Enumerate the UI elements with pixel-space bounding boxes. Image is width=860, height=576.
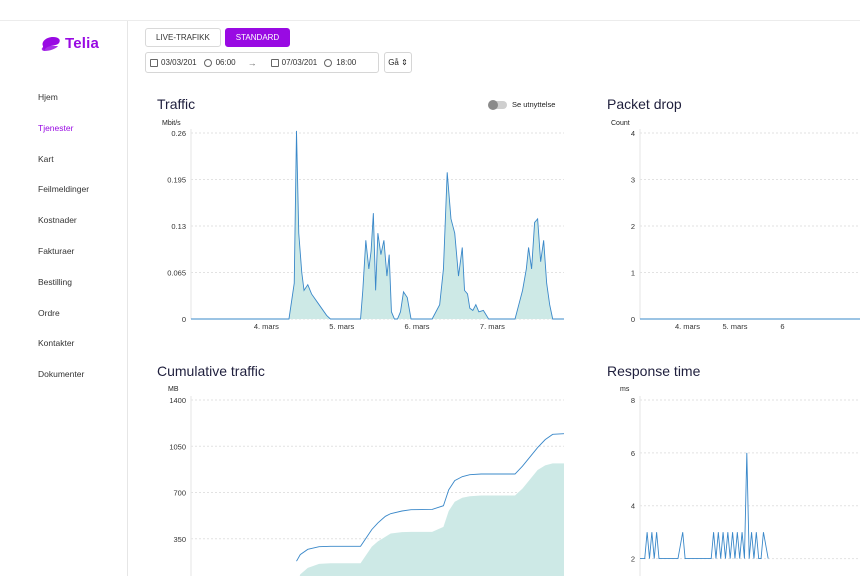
telia-pebble-icon [41,36,60,51]
date-range-picker[interactable]: 03/03/201 06:00 → 07/03/201 18:00 [145,52,379,73]
sidebar-item-tjenester[interactable]: Tjenester [38,122,74,133]
sidebar-item-ordre[interactable]: Ordre [38,307,60,318]
traffic-ytick-label: 0.13 [171,222,186,231]
traffic-ytick-label: 0.26 [171,129,186,138]
sidebar-nav: Hjem Tjenester Kart Feilmeldinger Kostna… [38,91,89,399]
traffic-ytick-label: 0.065 [167,269,186,278]
response-series-line [640,452,769,560]
standard-button[interactable]: STANDARD [224,28,291,47]
cumulative-title: Cumulative traffic [157,363,265,379]
utilization-toggle[interactable]: Se utnyttelse [488,99,556,110]
packet-drop-unit: Count [611,120,630,127]
clock-icon [203,58,212,67]
packet_drop-ytick-label: 1 [631,269,635,278]
packet_drop-xtick-label: 4. mars [675,322,700,331]
packet_drop-xtick-label: 6 [780,322,784,331]
range-arrow-icon: → [247,57,257,68]
end-date[interactable]: 07/03/201 [281,58,318,67]
calendar-icon [270,58,279,67]
traffic-xtick-label: 6. mars [405,322,430,331]
brand-name: Telia [65,35,100,52]
response-ytick-label: 4 [631,502,635,511]
packet_drop-ytick-label: 3 [631,176,635,185]
traffic-xtick-label: 7. mars [480,322,505,331]
cumulative-unit: MB [168,386,179,393]
packet_drop-ytick-label: 0 [631,315,635,324]
cumulative-series-line [296,433,565,562]
end-time[interactable]: 18:00 [336,58,357,67]
start-date[interactable]: 03/03/201 [161,58,197,67]
traffic-area [191,130,564,319]
response-ytick-label: 8 [631,396,635,405]
go-label: Gå [388,58,399,67]
traffic-xtick-label: 5. mars [329,322,354,331]
stepper-icon: ⇕ [401,58,408,67]
cumulative-area [299,463,564,576]
cumulative-ytick-label: 1400 [169,396,186,405]
toggle-label: Se utnyttelse [512,100,556,109]
response-ytick-label: 6 [631,449,635,458]
traffic-xtick-label: 4. mars [254,322,279,331]
traffic-ytick-label: 0 [182,315,186,324]
sidebar-item-fakturaer[interactable]: Fakturaer [38,245,75,256]
sidebar-item-kart[interactable]: Kart [38,153,54,164]
cumulative-ytick-label: 1050 [169,442,186,451]
traffic-unit: Mbit/s [162,120,181,127]
response-ytick-label: 2 [631,555,635,564]
sidebar-item-hjem[interactable]: Hjem [38,92,58,102]
sidebar-item-kontakter[interactable]: Kontakter [38,338,75,349]
response-unit: ms [620,386,630,393]
packet_drop-ytick-label: 2 [631,222,635,231]
toggle-knob [488,99,498,110]
cumulative-ytick-label: 350 [173,535,186,544]
start-time[interactable]: 06:00 [215,58,236,67]
traffic-title: Traffic [157,96,196,112]
top-divider [0,20,860,21]
calendar-icon [150,58,158,67]
traffic-series-line [191,130,564,320]
cumulative-ytick-label: 700 [173,489,186,498]
packet-drop-title: Packet drop [607,96,682,112]
traffic-ytick-label: 0.195 [167,176,186,185]
sidebar-item-kostnader[interactable]: Kostnader [38,215,77,226]
toggle-switch[interactable] [488,99,507,110]
sidebar: Telia Hjem Tjenester Kart Feilmeldinger … [0,21,128,576]
live-traffic-button[interactable]: LIVE-TRAFIKK [145,28,221,47]
response-title: Response time [607,363,701,379]
sidebar-item-bestilling[interactable]: Bestilling [38,276,73,287]
clock-icon [324,58,333,67]
packet_drop-xtick-label: 5. mars [722,322,747,331]
telia-logo[interactable]: Telia [40,35,99,52]
go-button[interactable]: Gå ⇕ [384,52,412,73]
sidebar-item-dokumenter[interactable]: Dokumenter [38,369,85,380]
sidebar-item-feilmeldinger[interactable]: Feilmeldinger [38,184,90,195]
mode-tabs: LIVE-TRAFIKK STANDARD [145,28,294,47]
packet_drop-ytick-label: 4 [631,129,635,138]
